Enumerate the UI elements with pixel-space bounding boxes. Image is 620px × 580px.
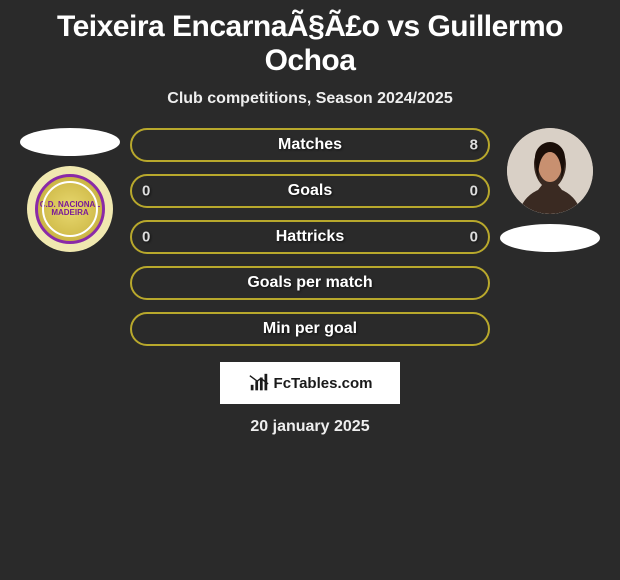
bar-chart-icon <box>248 372 270 394</box>
left-club-badge: C.D. NACIONAL MADEIRA <box>27 166 113 252</box>
comparison-area: C.D. NACIONAL MADEIRA Matches 8 0 Goals … <box>10 128 610 346</box>
stat-label: Min per goal <box>263 320 357 338</box>
stat-left-value: 0 <box>142 229 150 246</box>
stat-row-min-per-goal: Min per goal <box>130 312 490 346</box>
player-silhouette-icon <box>507 128 593 214</box>
infographic-container: Teixeira EncarnaÃ§Ã£o vs Guillermo Ochoa… <box>0 0 620 450</box>
stat-label: Goals per match <box>247 274 372 292</box>
stat-row-goals-per-match: Goals per match <box>130 266 490 300</box>
page-subtitle: Club competitions, Season 2024/2025 <box>10 82 610 128</box>
stats-column: Matches 8 0 Goals 0 0 Hattricks 0 Goals … <box>130 128 490 346</box>
left-player-photo-placeholder <box>20 128 120 156</box>
stat-row-matches: Matches 8 <box>130 128 490 162</box>
stat-label: Matches <box>278 136 342 154</box>
stat-right-value: 0 <box>470 183 478 200</box>
stat-right-value: 8 <box>470 137 478 154</box>
stat-left-value: 0 <box>142 183 150 200</box>
page-title: Teixeira EncarnaÃ§Ã£o vs Guillermo Ochoa <box>10 0 610 82</box>
left-player-column: C.D. NACIONAL MADEIRA <box>20 128 120 252</box>
right-club-badge-placeholder <box>500 224 600 252</box>
stat-row-hattricks: 0 Hattricks 0 <box>130 220 490 254</box>
brand-text: FcTables.com <box>274 375 373 392</box>
right-player-photo <box>507 128 593 214</box>
date-line: 20 january 2025 <box>10 404 610 450</box>
stat-label: Hattricks <box>276 228 344 246</box>
stat-label: Goals <box>288 182 332 200</box>
stat-row-goals: 0 Goals 0 <box>130 174 490 208</box>
right-player-column <box>500 128 600 252</box>
left-club-badge-text: C.D. NACIONAL MADEIRA <box>35 174 105 244</box>
stat-right-value: 0 <box>470 229 478 246</box>
brand-box: FcTables.com <box>220 362 400 404</box>
